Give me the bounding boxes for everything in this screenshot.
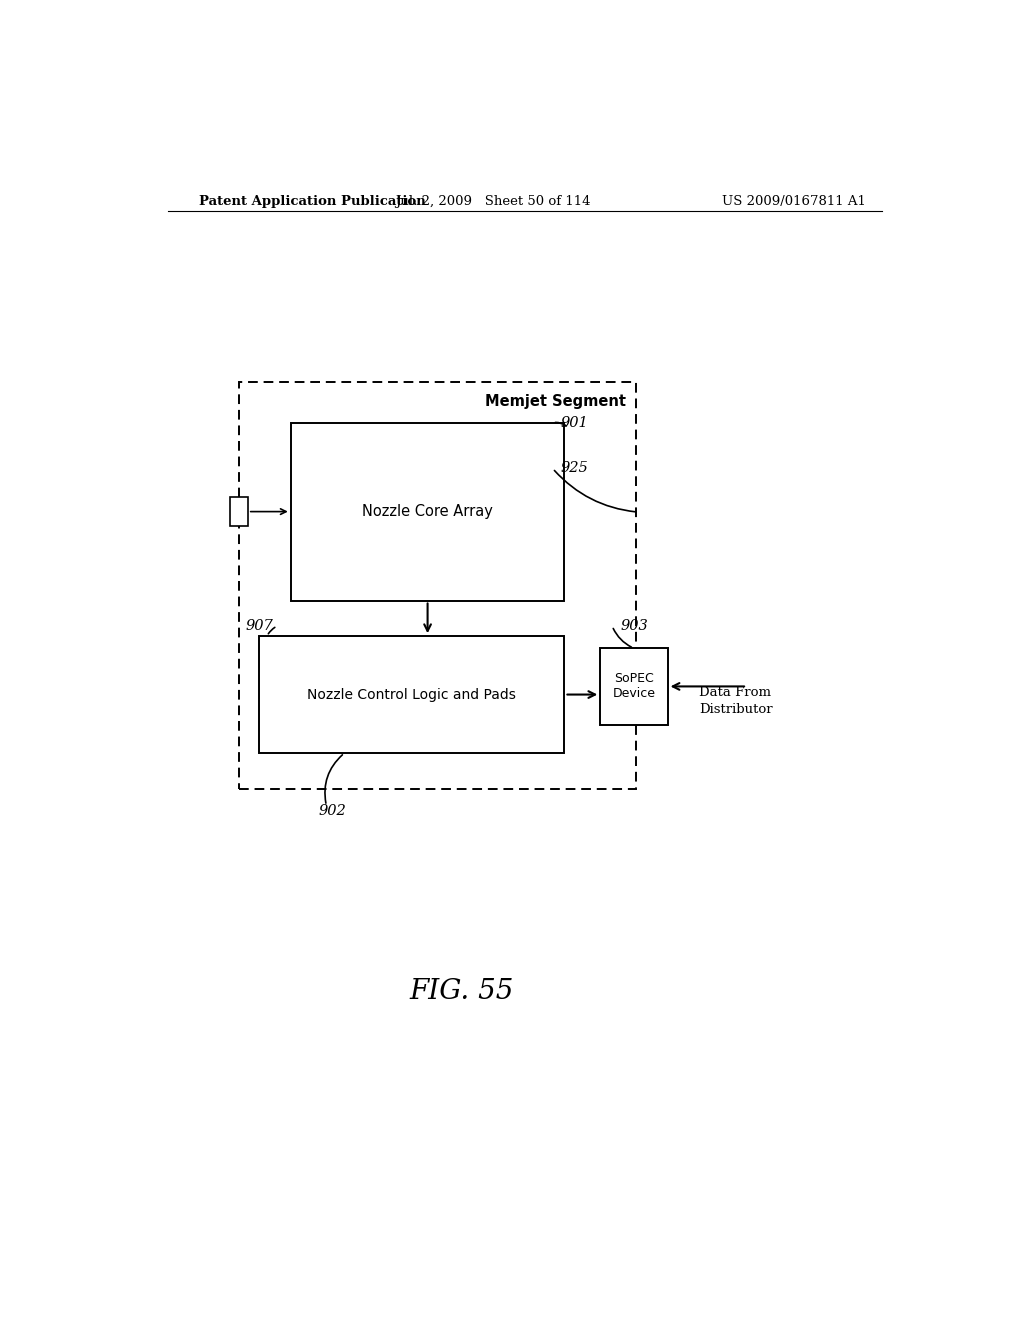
Text: 902: 902 [318,804,346,818]
Text: 925: 925 [560,462,588,475]
Text: Nozzle Core Array: Nozzle Core Array [362,504,493,519]
Text: 901: 901 [560,416,588,430]
Text: SoPEC
Device: SoPEC Device [612,672,655,701]
Bar [240,381,636,788]
Text: 907: 907 [246,619,273,634]
Text: Jul. 2, 2009   Sheet 50 of 114: Jul. 2, 2009 Sheet 50 of 114 [395,194,591,207]
Text: Nozzle Control Logic and Pads: Nozzle Control Logic and Pads [307,688,516,701]
Bar [291,422,564,601]
Bar [230,498,248,525]
Bar [600,648,668,725]
Bar [259,636,564,752]
Text: FIG. 55: FIG. 55 [410,978,513,1006]
Text: Patent Application Publication: Patent Application Publication [200,194,426,207]
Text: Data From
Distributor: Data From Distributor [699,686,773,717]
Text: US 2009/0167811 A1: US 2009/0167811 A1 [722,194,866,207]
Text: 903: 903 [620,619,648,634]
Text: Memjet Segment: Memjet Segment [485,395,627,409]
